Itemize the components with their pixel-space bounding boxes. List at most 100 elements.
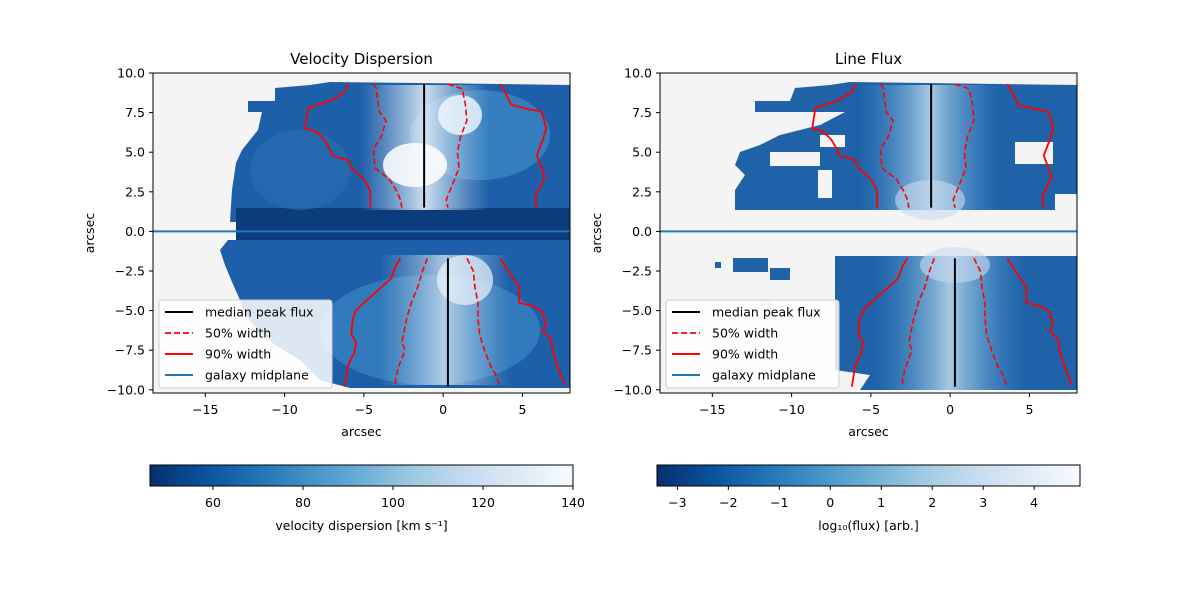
heatmap-fragment bbox=[770, 268, 790, 280]
y-tick-label: 0.0 bbox=[632, 224, 652, 239]
y-axis-ticks: 10.0 7.5 5.0 2.5 0.0 −2.5 −5.0 −7.5 −10.… bbox=[614, 66, 660, 397]
legend: median peak flux 50% width 90% width gal… bbox=[665, 299, 840, 389]
x-tick-label: −15 bbox=[699, 402, 725, 417]
axes-frame bbox=[152, 72, 571, 394]
colorbar-tick-label: 1 bbox=[877, 495, 885, 510]
width90-upper-right bbox=[499, 83, 548, 208]
width50-upper-right bbox=[952, 83, 975, 208]
width90-lower-left bbox=[344, 257, 402, 387]
width50-lower-left bbox=[394, 258, 429, 387]
legend-label: 50% width bbox=[205, 326, 271, 341]
legend-label: median peak flux bbox=[205, 305, 314, 320]
y-tick-label: −10.0 bbox=[614, 382, 652, 397]
x-tick-label: −15 bbox=[192, 402, 218, 417]
y-tick-label: 10.0 bbox=[624, 66, 652, 81]
width90-lower-left bbox=[851, 257, 909, 387]
heatmap-peak bbox=[437, 255, 493, 305]
y-tick-label: −10.0 bbox=[107, 382, 145, 397]
heatmap-fragment bbox=[733, 258, 768, 272]
x-axis-ticks: −15 −10 −5 0 5 bbox=[192, 393, 526, 417]
x-tick-label: 0 bbox=[946, 402, 954, 417]
width90-lower-right bbox=[499, 257, 565, 386]
width90-upper-left bbox=[304, 83, 372, 208]
heatmap-nan-patch bbox=[770, 152, 820, 166]
velocity-dispersion-panel: Velocity Dispersion bbox=[82, 50, 585, 533]
y-tick-label: −2.5 bbox=[115, 264, 145, 279]
width90-upper-right bbox=[1006, 83, 1055, 208]
colorbar-gradient bbox=[656, 464, 1081, 487]
legend: median peak flux 50% width 90% width gal… bbox=[158, 299, 333, 389]
heatmap-peak bbox=[383, 143, 447, 187]
legend-label: galaxy midplane bbox=[205, 368, 309, 383]
x-tick-label: 5 bbox=[518, 402, 526, 417]
x-axis-label: arcsec bbox=[848, 424, 889, 439]
legend-label: galaxy midplane bbox=[712, 368, 816, 383]
colorbar: 60 80 100 120 140 velocity dispersion [k… bbox=[149, 464, 585, 533]
x-tick-label: 5 bbox=[1025, 402, 1033, 417]
y-tick-label: 0.0 bbox=[125, 224, 145, 239]
legend-label: 50% width bbox=[712, 326, 778, 341]
heatmap-peak bbox=[438, 95, 482, 135]
colorbar-tick-label: 120 bbox=[471, 495, 495, 510]
y-tick-label: −7.5 bbox=[622, 343, 652, 358]
colorbar-label: velocity dispersion [km s⁻¹] bbox=[275, 518, 447, 533]
y-tick-label: −7.5 bbox=[115, 343, 145, 358]
heatmap-patch bbox=[250, 130, 350, 210]
x-tick-label: −5 bbox=[355, 402, 373, 417]
colorbar-label: log₁₀(flux) [arb.] bbox=[818, 518, 918, 533]
x-axis-label: arcsec bbox=[341, 424, 382, 439]
colorbar-tick-label: 100 bbox=[381, 495, 405, 510]
width50-lower-left bbox=[901, 258, 936, 387]
colorbar: −3 −2 −1 0 1 2 3 4 log₁₀(flux) [arb.] bbox=[656, 464, 1081, 533]
line-flux-panel: Line Flux bbox=[589, 50, 1081, 533]
y-tick-label: 5.0 bbox=[125, 145, 145, 160]
y-tick-label: 2.5 bbox=[632, 184, 652, 199]
x-axis-ticks: −15 −10 −5 0 5 bbox=[699, 393, 1033, 417]
heatmap-nan-patch bbox=[818, 170, 832, 198]
y-tick-label: −5.0 bbox=[622, 303, 652, 318]
width50-upper-right bbox=[445, 83, 468, 208]
velocity-dispersion-heatmap bbox=[153, 73, 570, 393]
colorbar-tick-label: 3 bbox=[979, 495, 987, 510]
y-tick-label: 7.5 bbox=[125, 105, 145, 120]
colorbar-tick-label: −3 bbox=[668, 495, 686, 510]
width90-upper-left bbox=[811, 83, 879, 208]
colorbar-tick-label: 2 bbox=[928, 495, 936, 510]
colorbar-tick-label: 60 bbox=[205, 495, 221, 510]
colorbar-gradient bbox=[149, 464, 574, 487]
colorbar-tick-label: −1 bbox=[770, 495, 788, 510]
colorbar-tick-label: 0 bbox=[826, 495, 834, 510]
panel-title: Line Flux bbox=[835, 50, 902, 68]
y-axis-ticks: 10.0 7.5 5.0 2.5 0.0 −2.5 −5.0 −7.5 −10.… bbox=[107, 66, 153, 397]
x-tick-label: −5 bbox=[862, 402, 880, 417]
line-flux-heatmap bbox=[660, 73, 1077, 393]
y-axis-label: arcsec bbox=[82, 213, 97, 254]
y-tick-label: −5.0 bbox=[115, 303, 145, 318]
legend-label: 90% width bbox=[712, 347, 778, 362]
panel-title: Velocity Dispersion bbox=[290, 50, 433, 68]
width90-lower-right bbox=[1006, 257, 1072, 386]
width50-upper-left bbox=[879, 83, 910, 208]
width50-lower-right bbox=[466, 257, 501, 387]
legend-label: median peak flux bbox=[712, 305, 821, 320]
heatmap-fragment bbox=[715, 262, 721, 268]
heatmap-nan-patch bbox=[1055, 194, 1077, 210]
y-axis-label: arcsec bbox=[589, 213, 604, 254]
x-tick-label: −10 bbox=[271, 402, 297, 417]
legend-box bbox=[158, 299, 333, 389]
x-tick-label: 0 bbox=[439, 402, 447, 417]
colorbar-tick-label: −2 bbox=[719, 495, 737, 510]
y-tick-label: −2.5 bbox=[622, 264, 652, 279]
y-tick-label: 10.0 bbox=[117, 66, 145, 81]
heatmap-dark-band bbox=[236, 208, 570, 240]
heatmap-peak bbox=[895, 180, 965, 220]
width50-lower-right bbox=[973, 257, 1008, 387]
y-tick-label: 7.5 bbox=[632, 105, 652, 120]
heatmap-nan-patch bbox=[1015, 142, 1053, 164]
colorbar-tick-label: 4 bbox=[1030, 495, 1038, 510]
x-tick-label: −10 bbox=[778, 402, 804, 417]
colorbar-tick-label: 140 bbox=[561, 495, 585, 510]
legend-label: 90% width bbox=[205, 347, 271, 362]
width50-upper-left bbox=[372, 83, 403, 208]
